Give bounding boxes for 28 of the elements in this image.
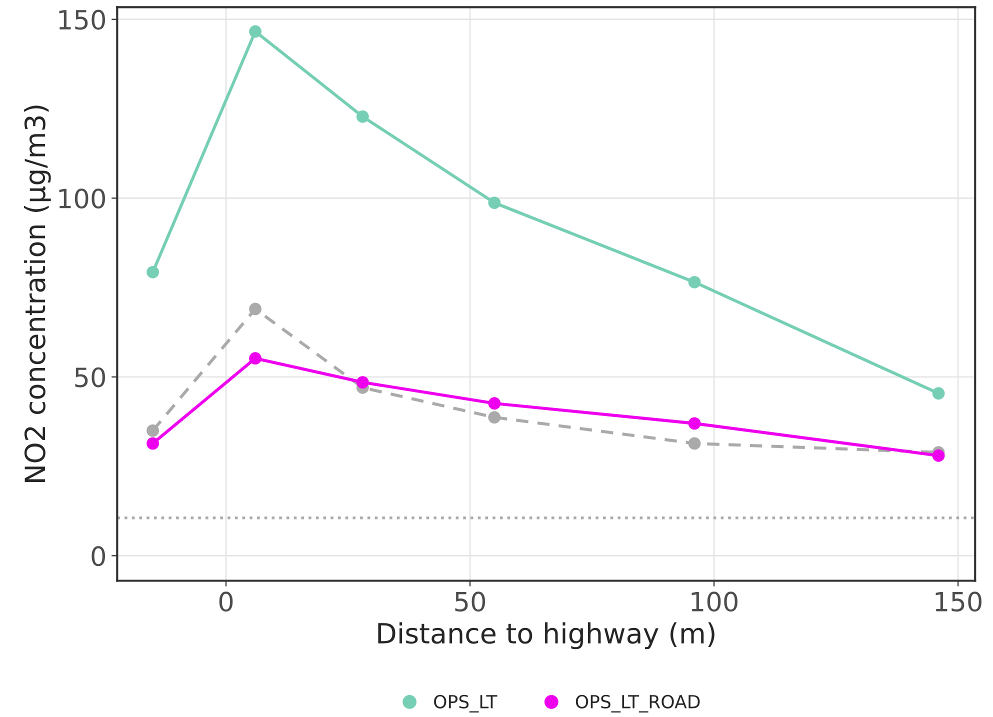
y-tick-label: 0 xyxy=(92,546,106,566)
y-tick-label: 100 xyxy=(59,188,106,209)
y-tick-label: 50 xyxy=(75,367,106,388)
point xyxy=(249,352,262,365)
point xyxy=(932,387,945,400)
point xyxy=(688,437,701,450)
point xyxy=(488,411,501,424)
x-tick-label: 50 xyxy=(455,592,486,612)
point xyxy=(146,424,160,437)
legend-label: OPS_LT xyxy=(434,694,498,713)
y-axis-title: NO2 concentration (µg/m3) xyxy=(24,106,51,482)
y-tick-label: 150 xyxy=(59,10,106,30)
point xyxy=(146,266,160,278)
point xyxy=(932,449,945,462)
x-axis-title: Distance to highway (m) xyxy=(378,622,714,650)
point xyxy=(146,437,160,450)
legend-label: OPS_LT_ROAD xyxy=(576,694,700,713)
point xyxy=(356,110,369,123)
point xyxy=(249,302,262,316)
point xyxy=(356,376,369,389)
point xyxy=(249,25,262,38)
x-tick-label: 150 xyxy=(936,592,982,612)
x-tick-label: 100 xyxy=(692,592,738,612)
x-tick-label: 0 xyxy=(219,592,233,612)
point xyxy=(688,417,701,430)
point xyxy=(688,276,701,288)
point xyxy=(488,397,501,410)
point xyxy=(488,196,501,209)
